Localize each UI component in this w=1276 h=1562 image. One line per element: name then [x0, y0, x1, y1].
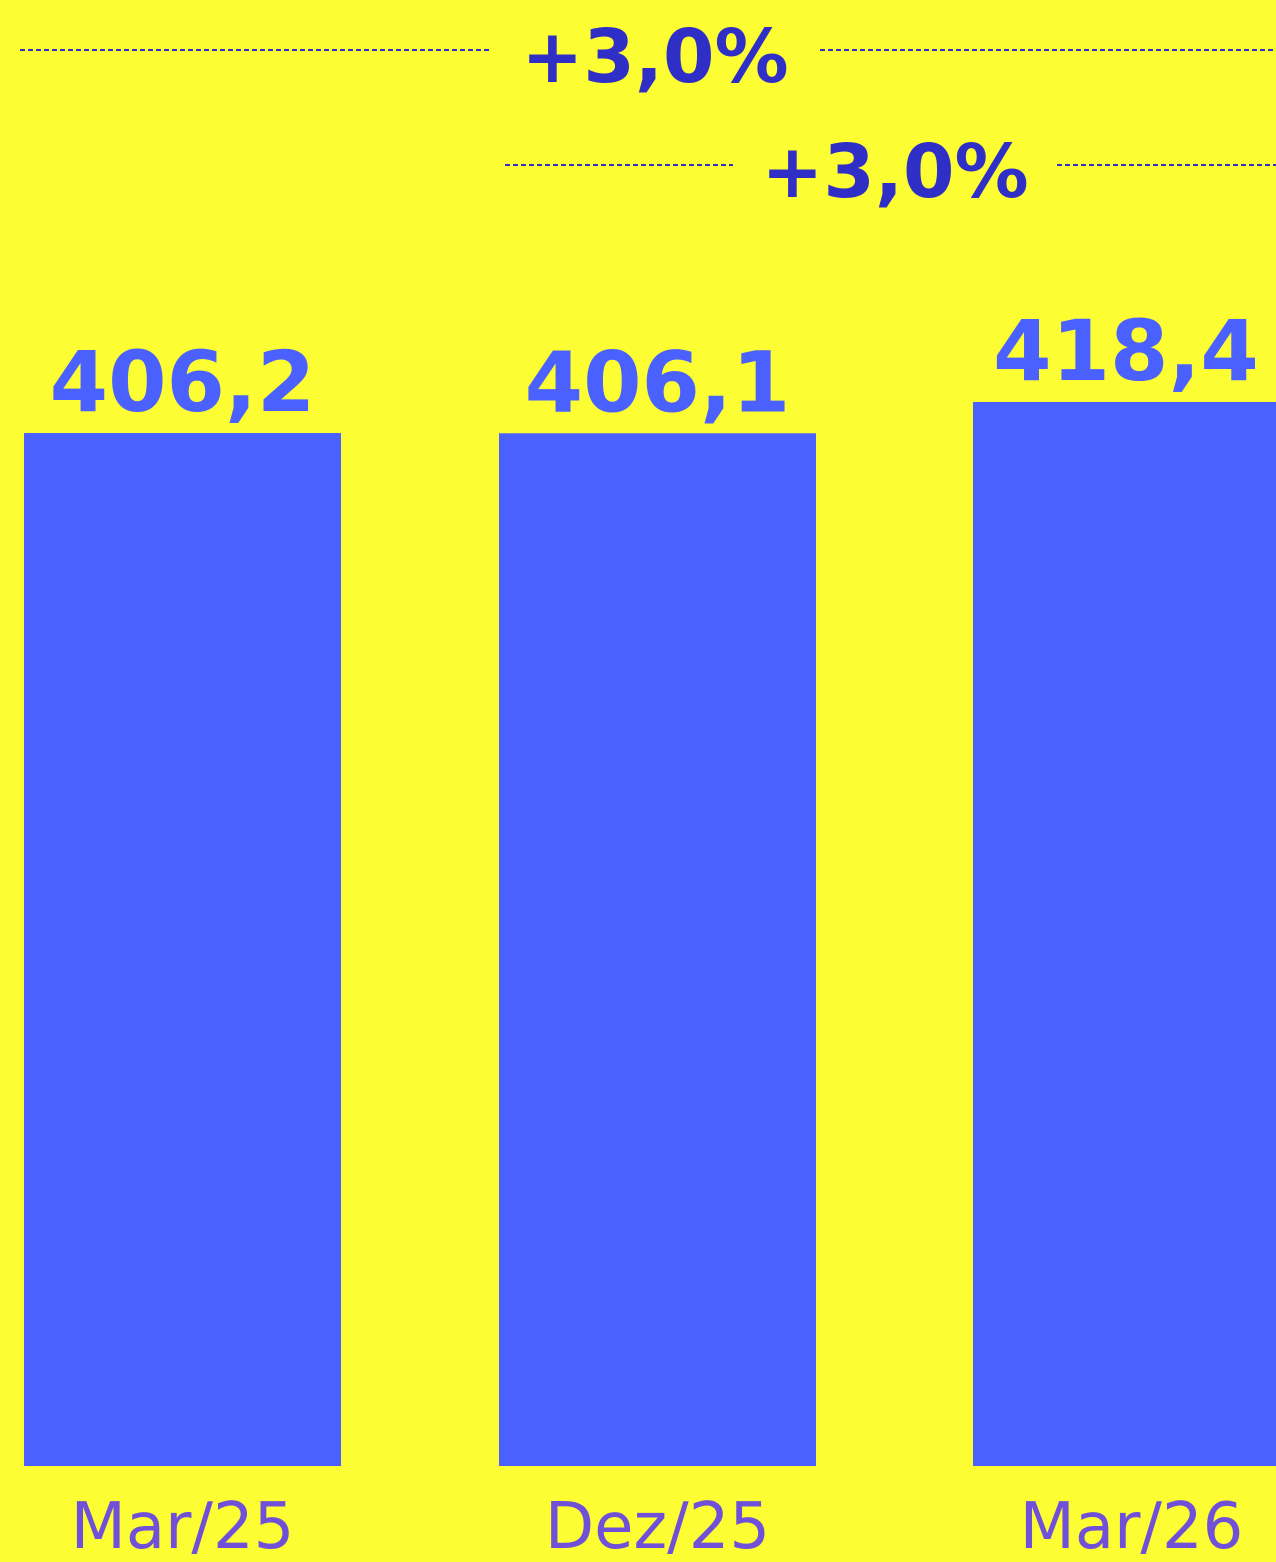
bar-value-label: 418,4 — [993, 302, 1259, 400]
bar-2 — [499, 433, 816, 1466]
bar-1 — [24, 433, 341, 1466]
category-label: Mar/25 — [71, 1490, 295, 1562]
category-label: Dez/25 — [545, 1490, 770, 1562]
bar-3 — [973, 402, 1276, 1466]
bar-value-label: 406,2 — [50, 333, 316, 431]
comparison-change-label: +3,0% — [521, 14, 788, 100]
category-label: Mar/26 — [1020, 1490, 1244, 1562]
comparison-change-label: +3,0% — [761, 129, 1028, 215]
bar-value-label: 406,1 — [525, 333, 791, 431]
